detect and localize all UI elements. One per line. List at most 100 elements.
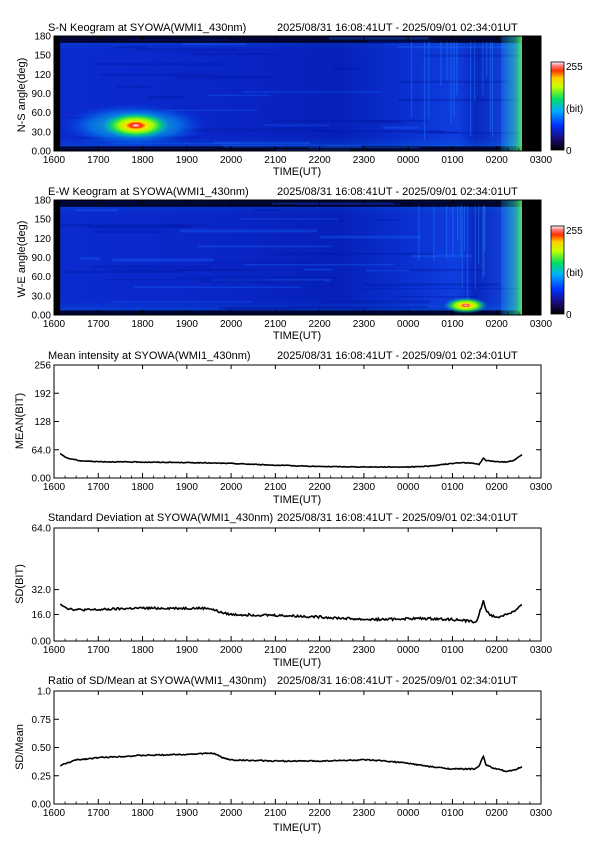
keogram-striation — [482, 205, 484, 279]
keogram-striation — [489, 41, 492, 133]
y-tick-label: 192 — [34, 389, 51, 400]
ew-keogram-ylabel: W-E angle(deg) — [16, 221, 28, 298]
keogram-streak — [422, 54, 522, 57]
keogram-striation — [467, 205, 469, 307]
keogram-streak — [366, 269, 410, 272]
keogram-streak — [174, 75, 273, 79]
keogram-streak — [242, 91, 382, 93]
sd-frame — [53, 527, 542, 642]
keogram-streak — [360, 120, 401, 124]
x-tick-label: 1600 — [43, 482, 66, 493]
keogram-streak — [271, 202, 394, 205]
keogram-streak — [303, 268, 333, 271]
ratio-time-range: 2025/08/31 16:08:41UT - 2025/09/01 02:34… — [277, 675, 518, 687]
mean-series-line — [59, 452, 523, 469]
keogram-streak — [92, 230, 160, 233]
sd-mean-ratio-panel: Ratio of SD/Mean at SYOWA(WMI1_430nm) 20… — [14, 675, 553, 834]
x-tick-label: 2000 — [220, 155, 243, 166]
keogram-streak — [361, 287, 520, 290]
y-tick-label: 60.0 — [32, 108, 52, 119]
x-tick-label: 1600 — [43, 155, 66, 166]
y-tick-label: 150 — [34, 215, 51, 226]
y-tick-label: 64.0 — [32, 445, 52, 456]
keogram-striation — [482, 41, 484, 96]
keogram-striation — [474, 205, 476, 290]
y-tick-label: 60.0 — [32, 272, 52, 283]
keogram-streak — [63, 270, 184, 274]
x-tick-label: 0000 — [397, 155, 420, 166]
x-tick-label: 2200 — [309, 155, 332, 166]
y-tick-label: 150 — [34, 51, 51, 62]
y-tick-label: 30.0 — [32, 291, 52, 302]
x-tick-label: 0300 — [530, 808, 553, 819]
keogram-streak — [173, 224, 207, 227]
x-tick-label: 0300 — [530, 155, 553, 166]
std-dev-panel: Standard Deviation at SYOWA(WMI1_430nm) … — [14, 512, 553, 669]
ratio-ylabel: SD/Mean — [14, 724, 26, 770]
keogram-striation — [478, 205, 480, 264]
x-tick-label: 0000 — [397, 808, 420, 819]
sn-keogram-xlabel: TIME(UT) — [273, 166, 321, 178]
x-tick-label: 2200 — [309, 645, 332, 656]
sd-time-range: 2025/08/31 16:08:41UT - 2025/09/01 02:34… — [277, 512, 518, 524]
keogram-striation — [474, 41, 476, 103]
y-tick-label: 0.00 — [32, 147, 52, 158]
ew-keogram-xlabel: TIME(UT) — [273, 330, 321, 342]
keogram-streak — [210, 278, 331, 282]
keogram-streak — [273, 119, 427, 122]
sd-title: Standard Deviation at SYOWA(WMI1_430nm) — [48, 512, 273, 524]
keogram-striation — [446, 41, 448, 81]
keogram-streak — [273, 252, 436, 256]
mean-title: Mean intensity at SYOWA(WMI1_430nm) — [48, 350, 251, 362]
keogram-streak — [427, 131, 458, 134]
keogram-streak — [222, 144, 361, 148]
ratio-frame — [53, 690, 542, 805]
keogram-streak — [180, 128, 324, 132]
keogram-streak — [179, 229, 317, 233]
keogram-streak — [252, 209, 283, 211]
keogram-streak — [363, 283, 500, 286]
keogram-streak — [321, 300, 430, 304]
x-tick-label: 1900 — [176, 155, 199, 166]
sn-colorbar-max: 255 — [566, 62, 583, 73]
ratio-xlabel: TIME(UT) — [273, 822, 321, 834]
y-tick-label: 180 — [34, 196, 51, 207]
mean-xlabel: TIME(UT) — [273, 494, 321, 506]
keogram-striation — [461, 205, 463, 289]
keogram-streak — [90, 265, 212, 269]
x-tick-label: 1800 — [131, 808, 154, 819]
x-tick-label: 2300 — [353, 319, 376, 330]
ratio-series-line — [60, 751, 523, 773]
y-tick-label: 64.0 — [32, 524, 52, 535]
ew-colorbar-unit: (bit) — [566, 268, 583, 279]
keogram-streak — [332, 67, 361, 71]
keogram-streak — [197, 245, 332, 248]
x-tick-label: 2100 — [264, 155, 287, 166]
keogram-streak — [165, 109, 258, 111]
keogram-streak — [274, 149, 350, 151]
y-tick-label: 0.25 — [32, 771, 52, 782]
keogram-streak — [87, 225, 192, 229]
keogram-streak — [214, 141, 311, 145]
keogram-streak — [107, 279, 267, 281]
y-tick-label: 1.0 — [37, 687, 51, 698]
ew-keogram-title: E-W Keogram at SYOWA(WMI1_430nm) — [48, 186, 249, 198]
x-tick-label: 0000 — [397, 319, 420, 330]
keogram-streak — [175, 276, 342, 279]
keogram-streak — [411, 254, 472, 258]
keogram-striation — [453, 41, 455, 118]
sd-series-line — [59, 600, 522, 624]
y-tick-label: 0.00 — [32, 311, 52, 322]
x-tick-label: 1600 — [43, 319, 66, 330]
sn-keogram-title: S-N Keogram at SYOWA(WMI1_430nm) — [48, 22, 246, 34]
keogram-streak — [398, 98, 520, 102]
sn-keogram-time-range: 2025/08/31 16:08:41UT - 2025/09/01 02:34… — [277, 22, 518, 34]
ew-keogram-streaks — [61, 202, 520, 310]
x-tick-label: 1700 — [87, 808, 110, 819]
keogram-streak — [370, 268, 484, 272]
sn-keogram-image — [54, 36, 541, 151]
keogram-streak — [295, 203, 400, 206]
sn-keogram-aurora-brightening — [101, 112, 170, 139]
keogram-streak — [111, 258, 214, 262]
